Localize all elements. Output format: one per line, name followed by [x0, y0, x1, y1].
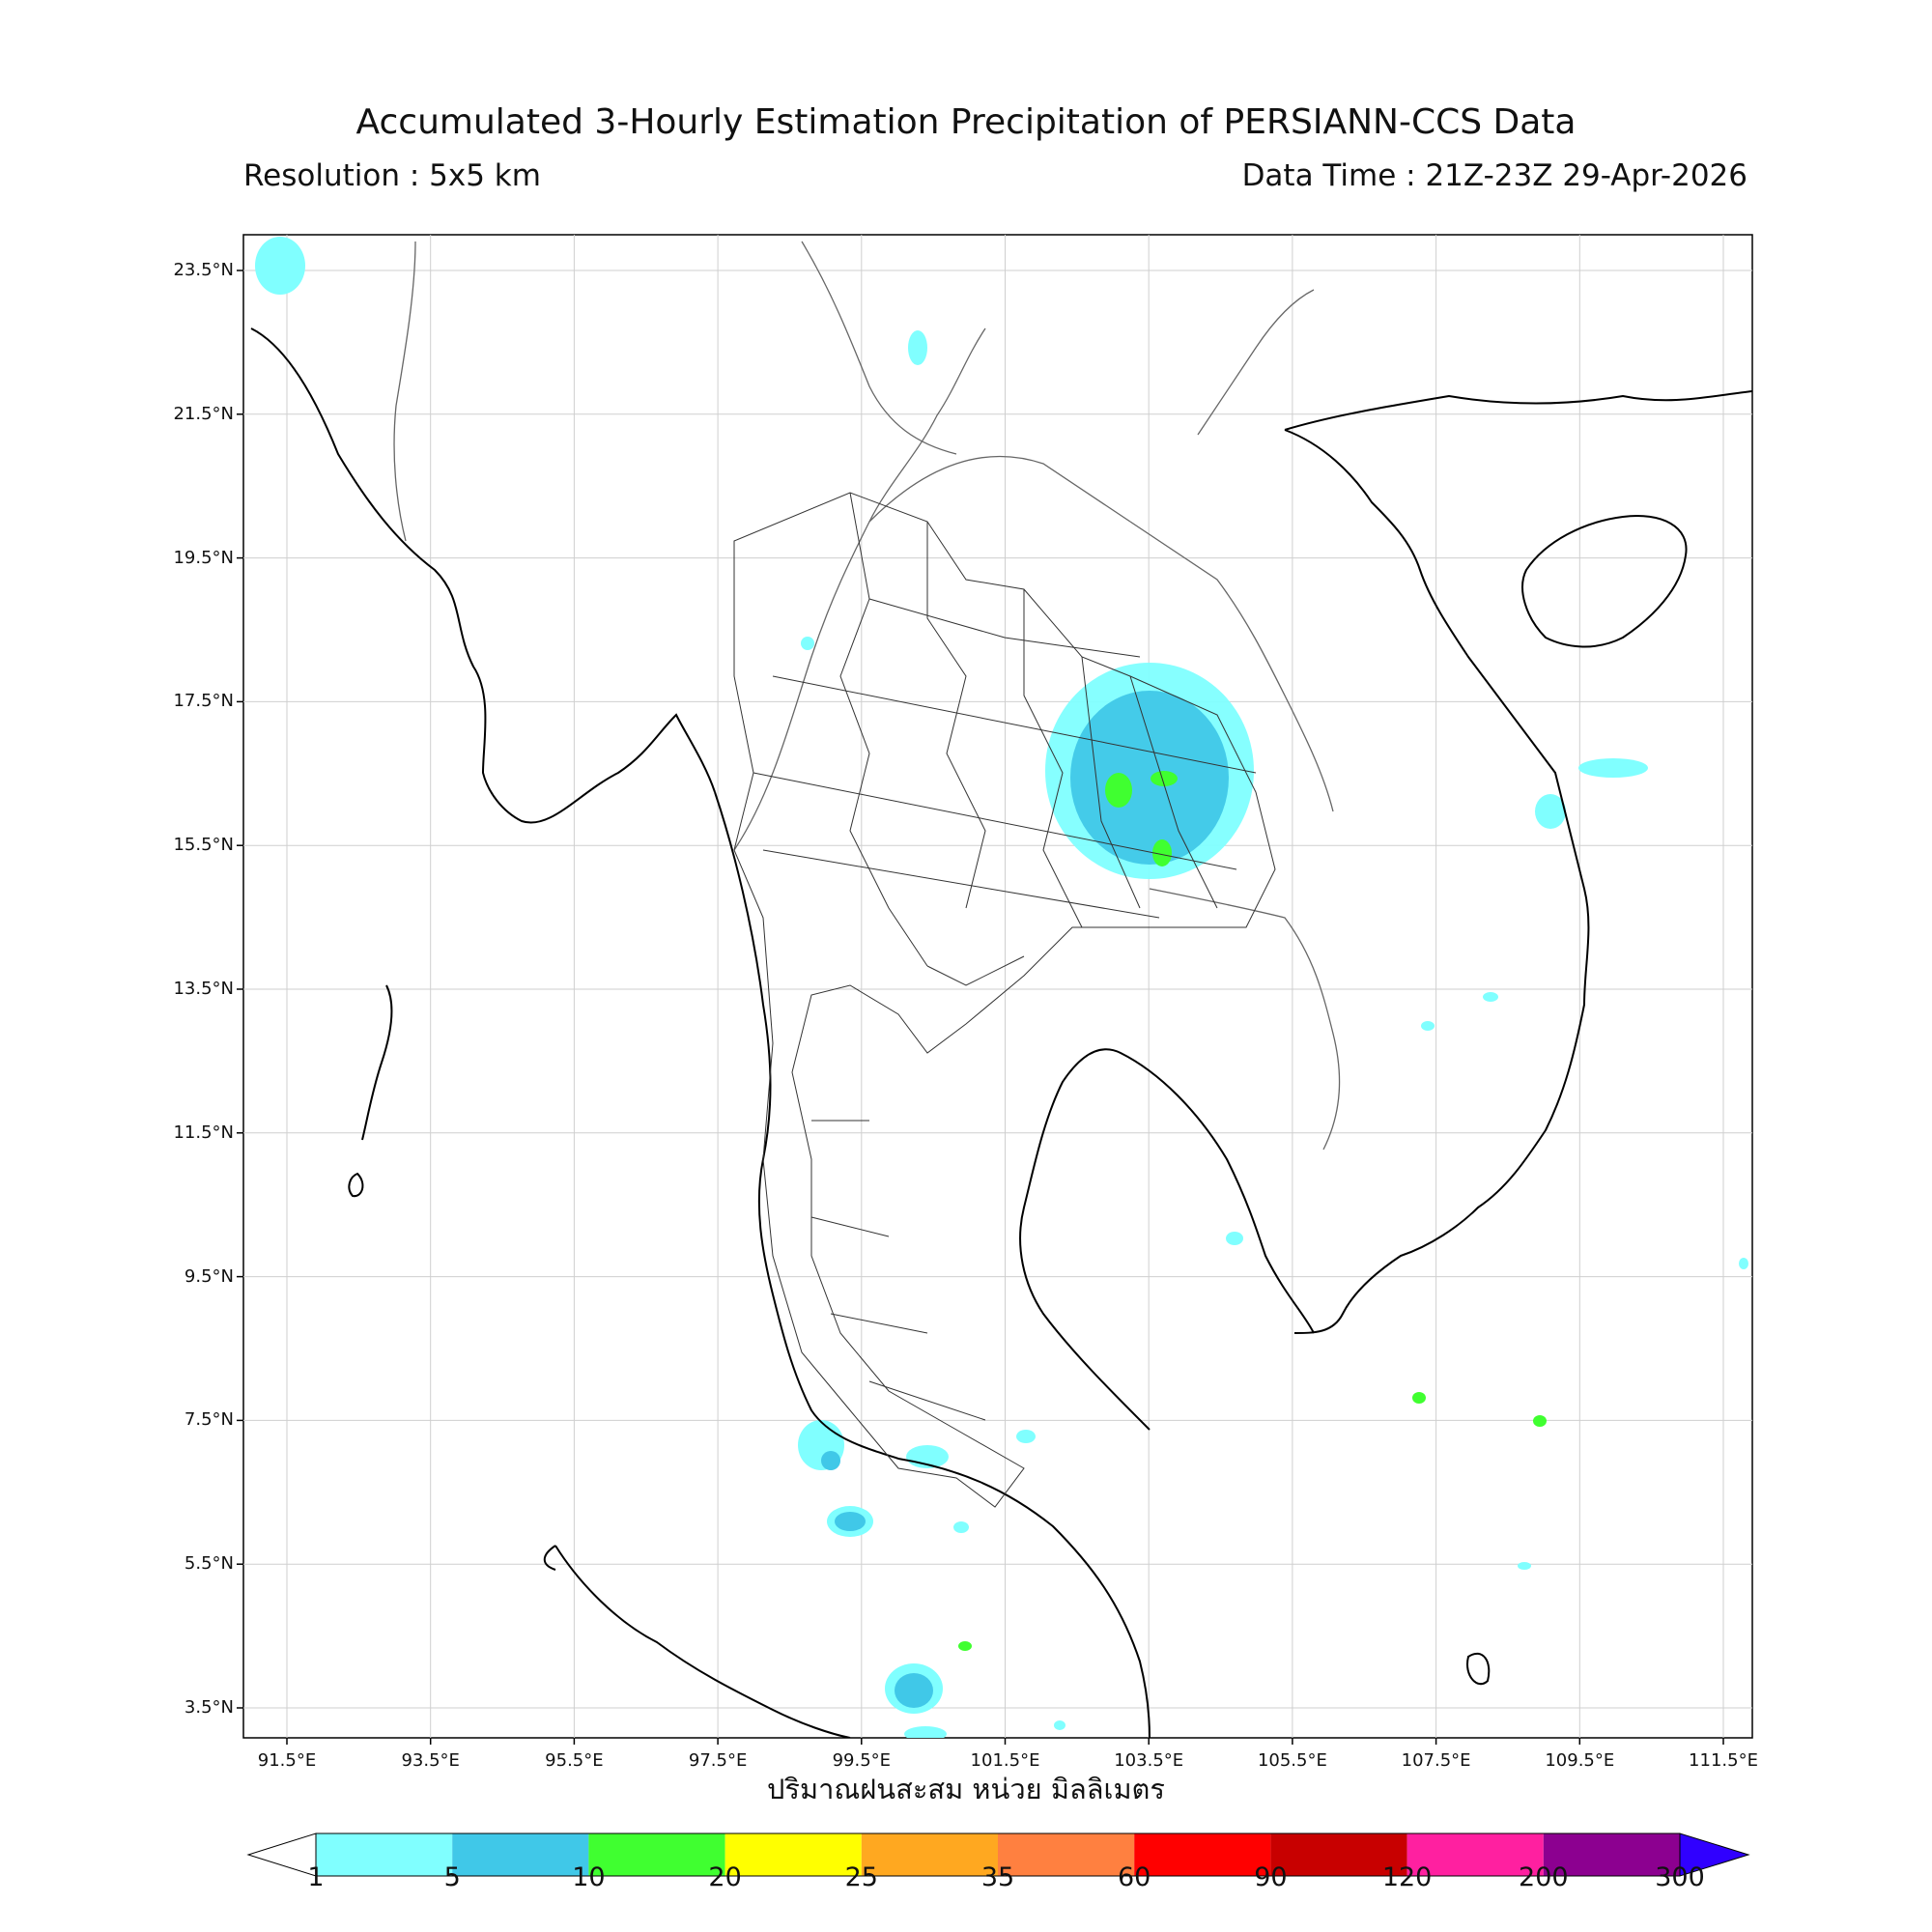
lon-tick-label: 103.5°E	[1114, 1750, 1184, 1771]
colorbar-segment	[1543, 1833, 1680, 1876]
colorbar-segment	[1134, 1833, 1271, 1876]
lon-tick-label: 91.5°E	[257, 1750, 317, 1771]
lon-tick-label: 101.5°E	[970, 1750, 1040, 1771]
colorbar-level-label: 20	[708, 1862, 742, 1892]
lat-tick-label: 13.5°N	[173, 979, 234, 999]
colorbar-segment	[998, 1833, 1135, 1876]
colorbar-under-triangle	[246, 1833, 317, 1877]
gridlines	[243, 235, 1752, 1738]
lat-tick-label: 11.5°N	[173, 1122, 234, 1143]
resolution-label: Resolution : 5x5 km	[243, 158, 541, 193]
axis-ticks	[237, 270, 1724, 1745]
colorbar-segment	[861, 1833, 998, 1876]
lon-tick-label: 109.5°E	[1545, 1750, 1615, 1771]
lat-tick-label: 15.5°N	[173, 835, 234, 856]
data-time-label: Data Time : 21Z-23Z 29-Apr-2026	[1241, 158, 1747, 193]
precip-small-cells	[255, 237, 1748, 1738]
colorbar-level-label: 90	[1254, 1862, 1288, 1892]
lat-tick-label: 5.5°N	[184, 1553, 234, 1575]
lat-tick-label: 19.5°N	[173, 547, 234, 568]
colorbar-level-label: 300	[1655, 1862, 1705, 1892]
lon-tick-label: 95.5°E	[545, 1750, 604, 1771]
lon-tick-label: 99.5°E	[832, 1750, 892, 1771]
lon-tick-label: 111.5°E	[1689, 1750, 1758, 1771]
colorbar-segment	[1406, 1833, 1544, 1876]
map-frame	[242, 234, 1753, 1739]
lon-tick-label: 105.5°E	[1257, 1750, 1327, 1771]
colorbar-level-label: 10	[572, 1862, 606, 1892]
colorbar-level-label: 25	[844, 1862, 878, 1892]
colorbar	[246, 1833, 1750, 1877]
lat-tick-label: 3.5°N	[184, 1697, 234, 1718]
colorbar-level-label: 35	[980, 1862, 1015, 1892]
lat-tick-label: 17.5°N	[173, 691, 234, 712]
colorbar-caption: ปริมาณฝนสะสม หน่วย มิลลิเมตร	[767, 1773, 1165, 1805]
colorbar-segment	[452, 1833, 589, 1876]
map-title: Accumulated 3-Hourly Estimation Precipit…	[355, 102, 1577, 142]
colorbar-level-label: 1	[307, 1862, 325, 1892]
colorbar-level-label: 5	[443, 1862, 461, 1892]
thailand-provinces	[733, 492, 1276, 1508]
colorbar-level-label: 200	[1519, 1862, 1569, 1892]
lat-tick-label: 9.5°N	[184, 1265, 234, 1287]
colorbar-segment	[588, 1833, 725, 1876]
colorbar-segment	[1270, 1833, 1407, 1876]
precip-storm-ne-thailand	[1045, 663, 1254, 879]
colorbar-level-label: 120	[1381, 1862, 1433, 1892]
coastlines	[250, 327, 1752, 1738]
lon-tick-label: 107.5°E	[1401, 1750, 1471, 1771]
lat-tick-label: 21.5°N	[173, 403, 234, 424]
lon-tick-label: 93.5°E	[401, 1750, 460, 1771]
lat-tick-label: 23.5°N	[173, 260, 234, 280]
colorbar-level-label: 60	[1118, 1862, 1151, 1892]
colorbar-segment	[724, 1833, 862, 1876]
colorbar-outline	[315, 1833, 1681, 1877]
lat-tick-label: 7.5°N	[184, 1409, 234, 1431]
colorbar-segment	[316, 1833, 453, 1876]
country-borders	[393, 241, 1341, 1151]
lon-tick-label: 97.5°E	[688, 1750, 748, 1771]
